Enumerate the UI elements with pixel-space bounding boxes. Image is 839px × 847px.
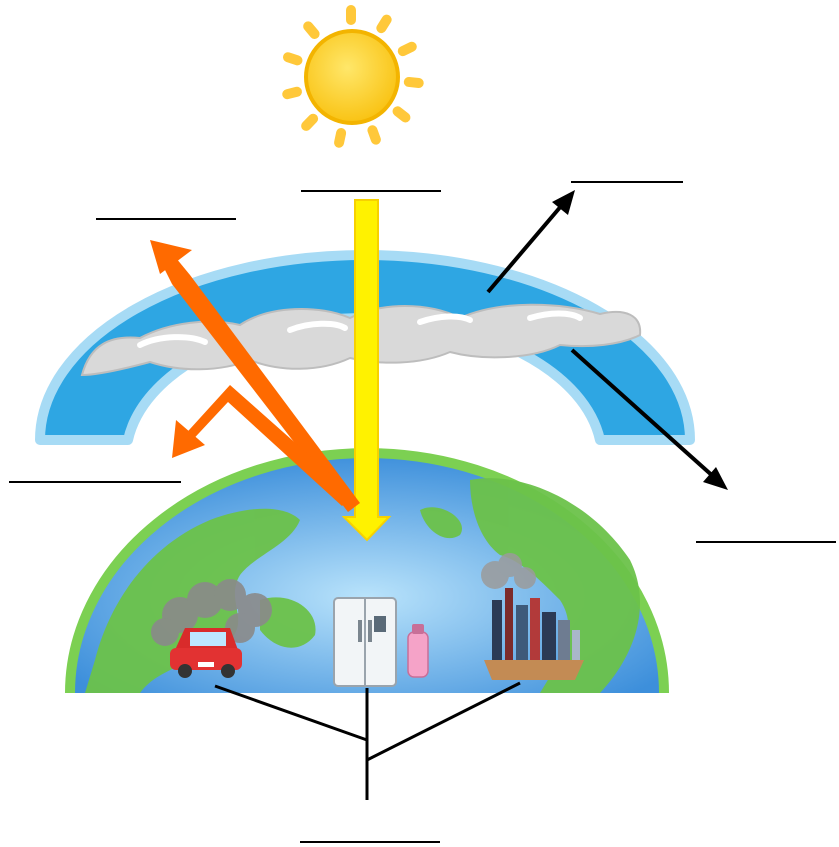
sunlight-label-blank <box>301 170 441 192</box>
sources-label-blank <box>300 821 440 843</box>
reflected-ground-label-blank <box>9 461 181 483</box>
refrigerator-icon <box>333 597 397 687</box>
sun-icon <box>282 5 424 148</box>
trapped-heat-label-blank <box>696 521 836 543</box>
car-icon <box>151 579 272 678</box>
reflected-space-label-blank <box>96 198 236 220</box>
spray-can-icon <box>407 624 429 678</box>
incoming-sunlight-arrow <box>341 199 392 542</box>
reflected-radiation-arrows <box>150 240 360 512</box>
trapped-heat-arrow <box>570 348 728 490</box>
atmosphere-label-blank <box>571 161 683 183</box>
outgoing-heat-arrow <box>486 190 575 294</box>
source-connector-lines <box>214 681 521 800</box>
factory-icon <box>481 553 584 680</box>
